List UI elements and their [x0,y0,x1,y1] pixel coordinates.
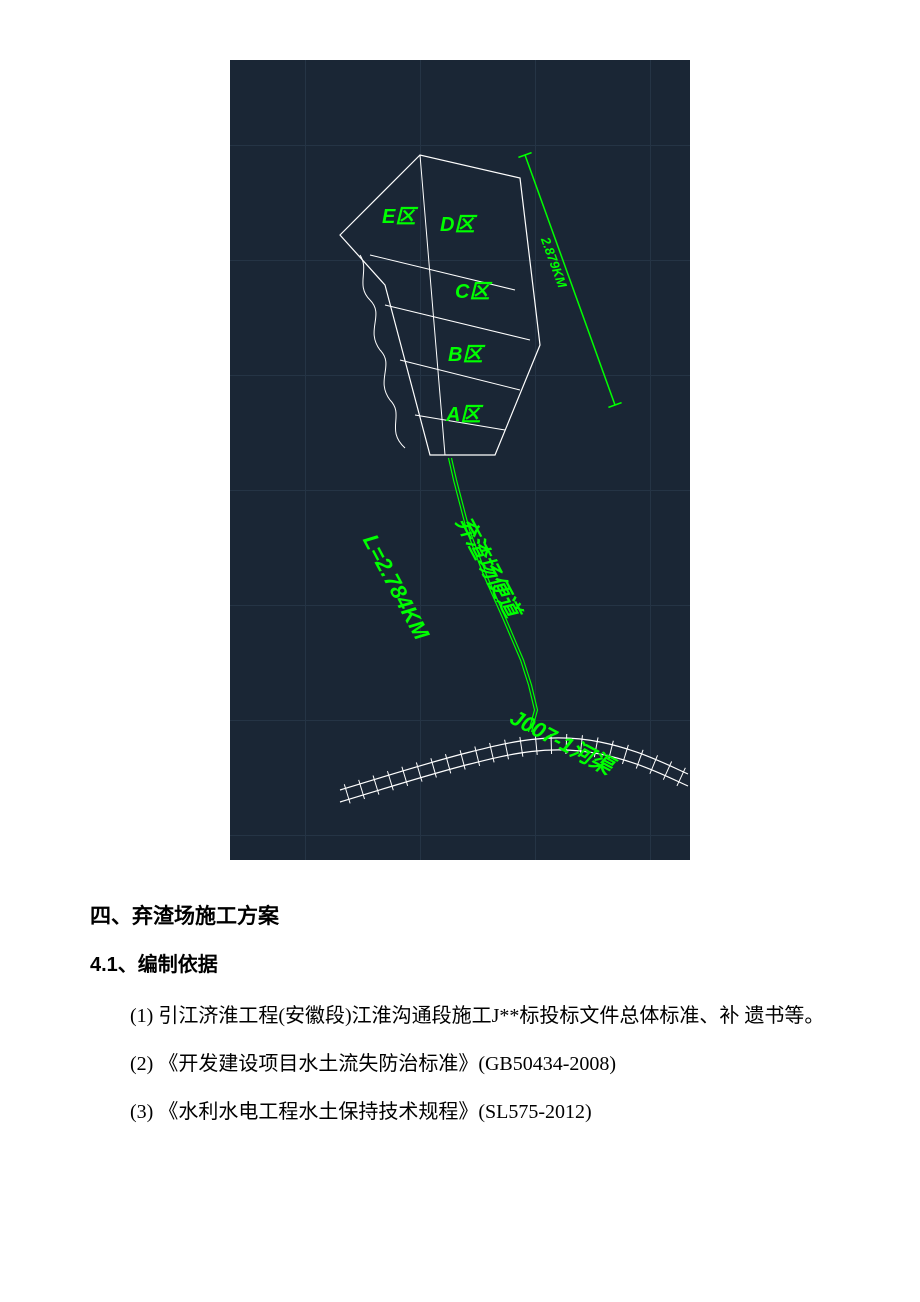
para-item-1: (1) 引江济淮工程(安徽段)江淮沟通段施工J**标投标文件总体标准、补 遗书等… [90,995,830,1037]
zone-divider [420,155,445,455]
sub-heading-4-1: 4.1、编制依据 [90,948,830,977]
zone-label: E区 [382,200,415,229]
river-bank [340,750,688,802]
cad-viewport: E区D区C区B区A区2.879KML=2.784KM弃渣场便道J007-1河渠 [230,60,690,860]
zone-divider [385,305,530,340]
zone-label: D区 [440,208,474,237]
dimension-line [525,155,615,405]
section-heading: 四、弃渣场施工方案 [90,900,830,930]
zone-label: A区 [446,398,480,427]
para-item-3: (3) 《水利水电工程水土保持技术规程》(SL575-2012) [90,1091,830,1133]
river-crosshatch [520,737,523,757]
zone-boundary [340,155,540,455]
zone-divider [370,255,515,290]
para-item-2: (2) 《开发建设项目水土流失防治标准》(GB50434-2008) [90,1043,830,1085]
contour-line [360,255,405,448]
zone-label: B区 [448,338,482,367]
zone-label: C区 [455,275,489,304]
cad-figure-wrapper: E区D区C区B区A区2.879KML=2.784KM弃渣场便道J007-1河渠 [90,60,830,860]
cad-svg-layer [230,60,690,860]
